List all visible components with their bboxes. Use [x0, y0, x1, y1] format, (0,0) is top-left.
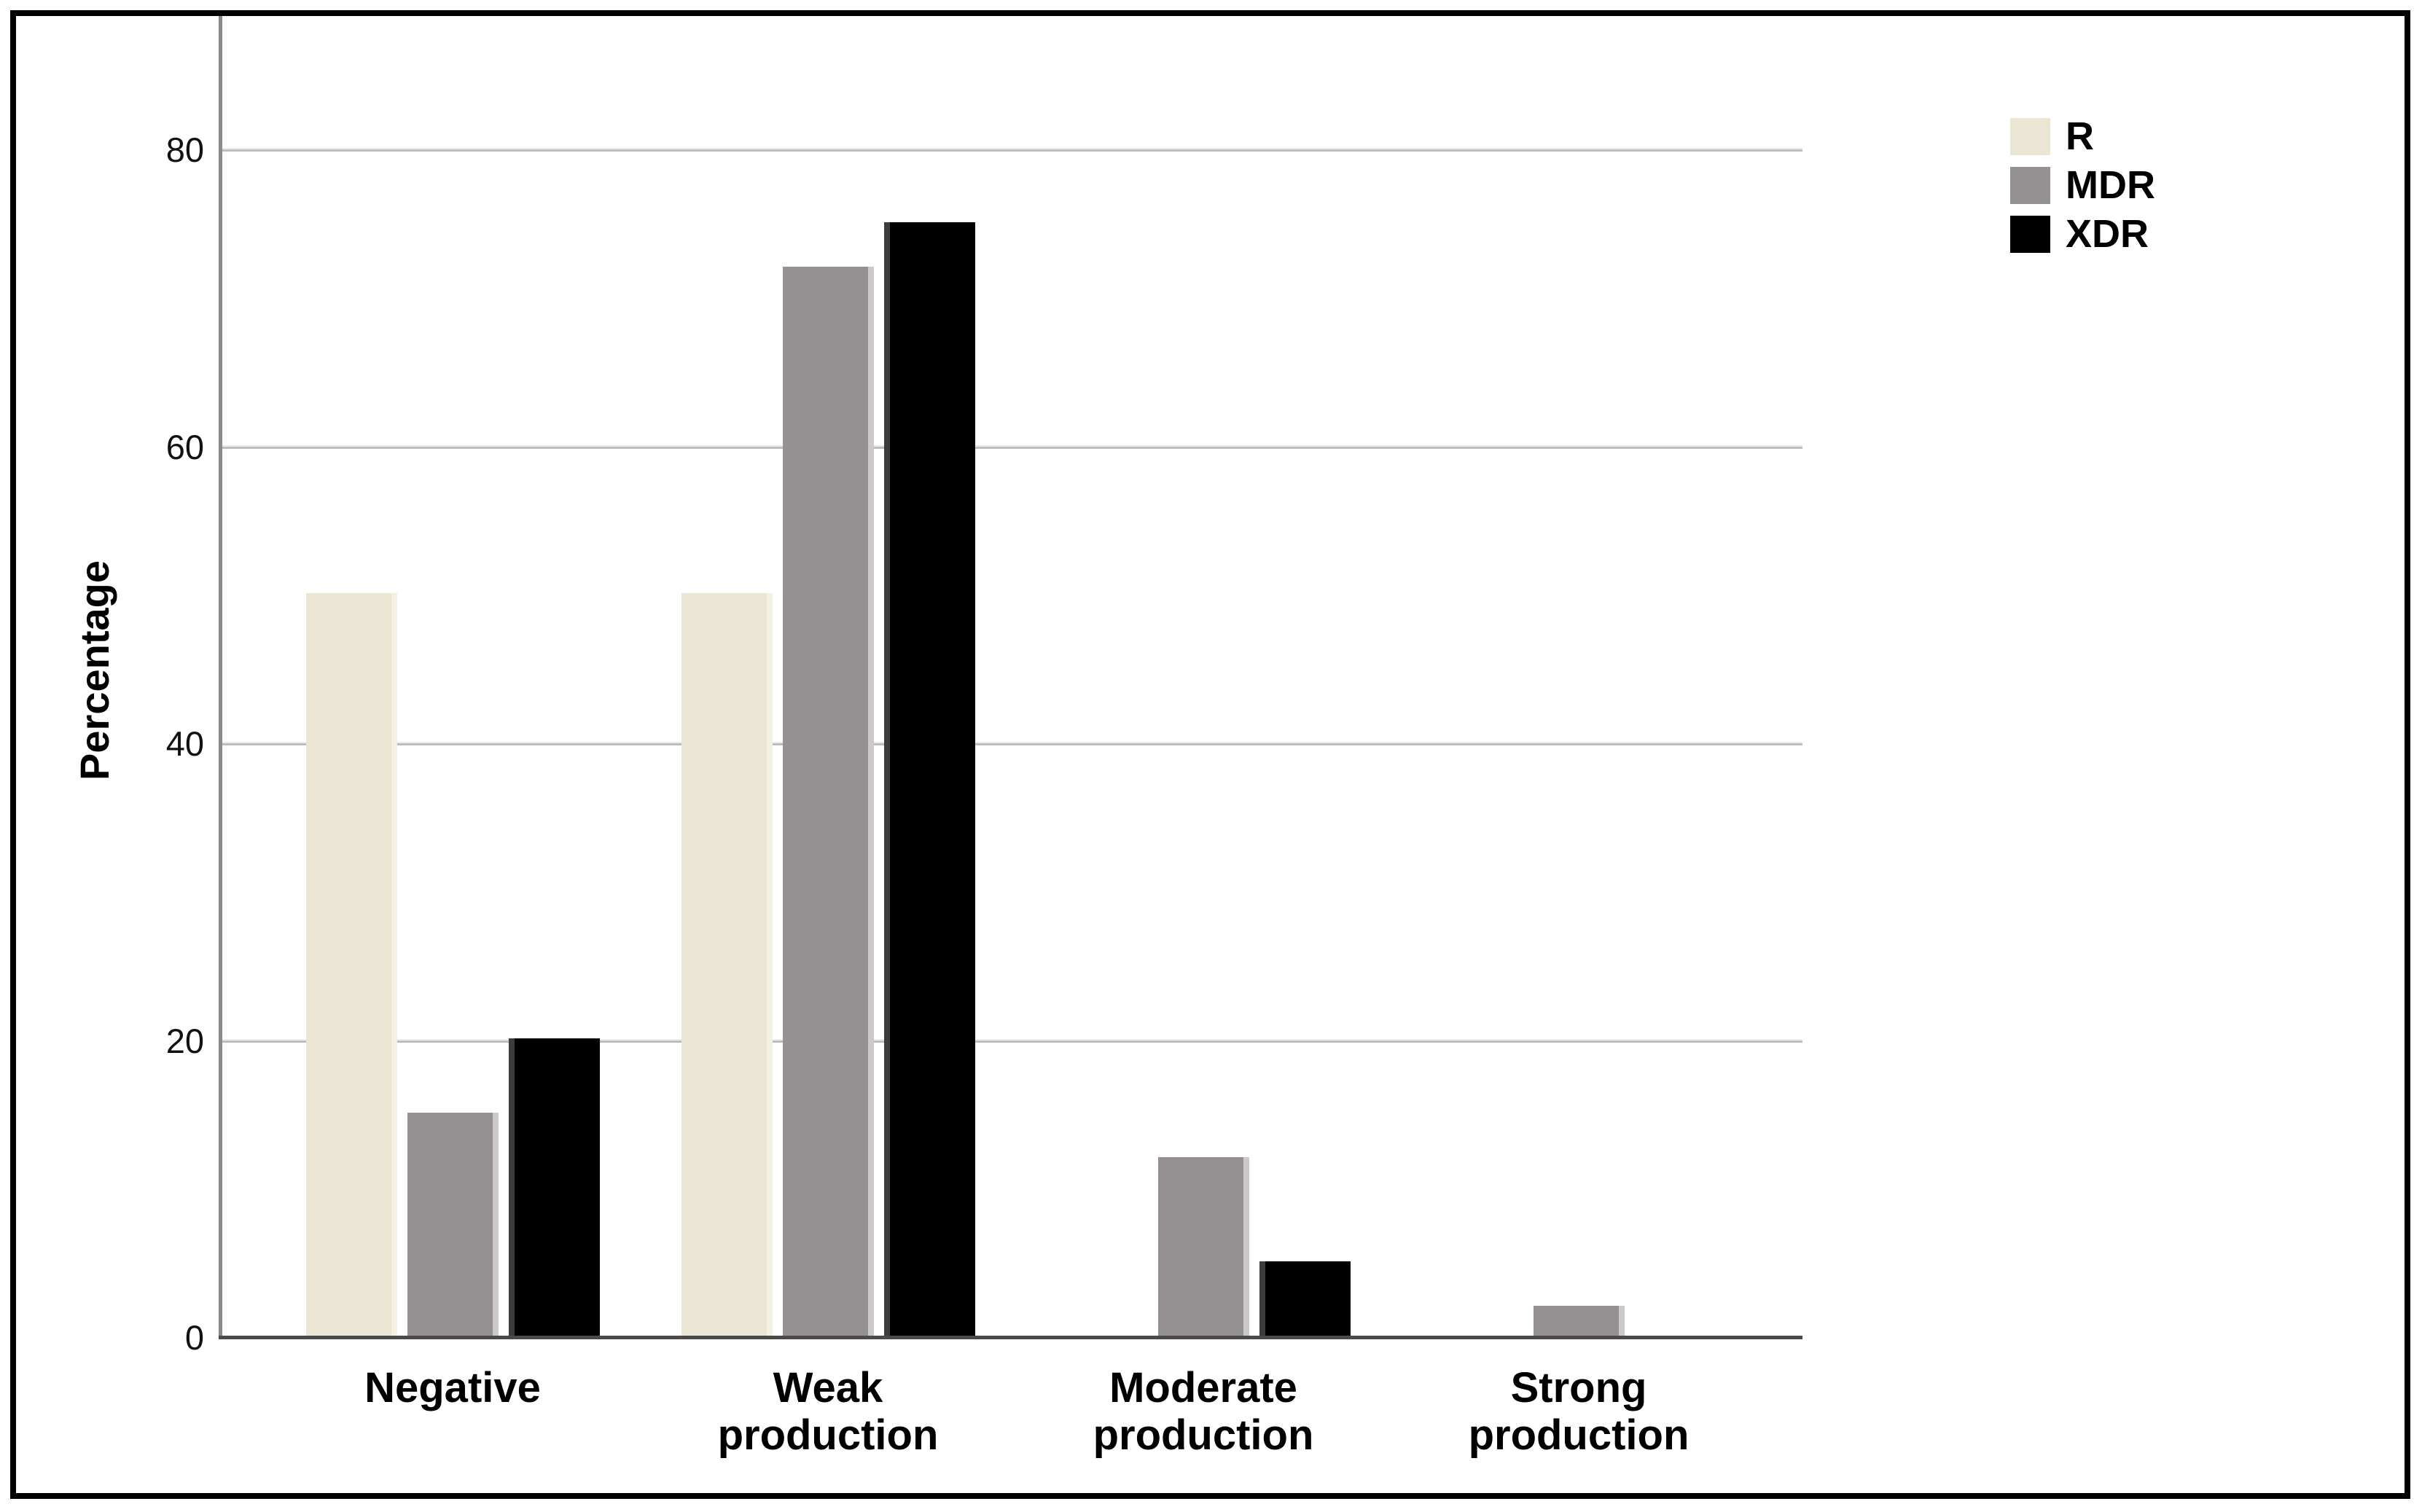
x-axis-line: [219, 1336, 1802, 1339]
figure-border: [10, 10, 2410, 1499]
legend-label-xdr: XDR: [2066, 212, 2149, 256]
bar-mdr-weak: [783, 267, 874, 1336]
bar-r-negative: [306, 593, 397, 1336]
legend-item-xdr: XDR: [2010, 212, 2149, 256]
y-tick-label-20: 20: [165, 1021, 204, 1060]
bar-xdr-negative: [509, 1038, 600, 1336]
y-tick-label-0: 0: [184, 1318, 204, 1357]
legend-swatch-mdr: [2010, 167, 2050, 204]
gridline-60: [222, 444, 1802, 449]
x-tick-label-negative: Negative: [364, 1364, 541, 1411]
y-tick-label-40: 40: [165, 724, 204, 763]
bar-mdr-moderate: [1158, 1157, 1249, 1336]
bar-r-weak: [681, 593, 773, 1336]
gridline-40: [222, 742, 1802, 745]
legend-label-r: R: [2066, 114, 2094, 158]
legend-item-mdr: MDR: [2010, 163, 2155, 207]
y-tick-label-80: 80: [165, 130, 204, 169]
bar-xdr-moderate: [1259, 1261, 1351, 1336]
gridline-80: [222, 148, 1802, 152]
bar-xdr-weak: [884, 222, 975, 1336]
bar-mdr-negative: [407, 1113, 499, 1336]
gridline-20: [222, 1038, 1802, 1043]
legend-label-mdr: MDR: [2066, 163, 2155, 207]
bar-mdr-strong: [1534, 1306, 1625, 1336]
legend-swatch-xdr: [2010, 216, 2050, 253]
x-tick-label-weak: Weak production: [717, 1364, 939, 1459]
y-axis-line: [219, 16, 222, 1336]
x-tick-label-moderate: Moderate production: [1093, 1364, 1314, 1459]
y-tick-label-60: 60: [165, 427, 204, 466]
legend-item-r: R: [2010, 114, 2094, 158]
legend-swatch-r: [2010, 118, 2050, 155]
x-tick-label-strong: Strong production: [1468, 1364, 1689, 1459]
